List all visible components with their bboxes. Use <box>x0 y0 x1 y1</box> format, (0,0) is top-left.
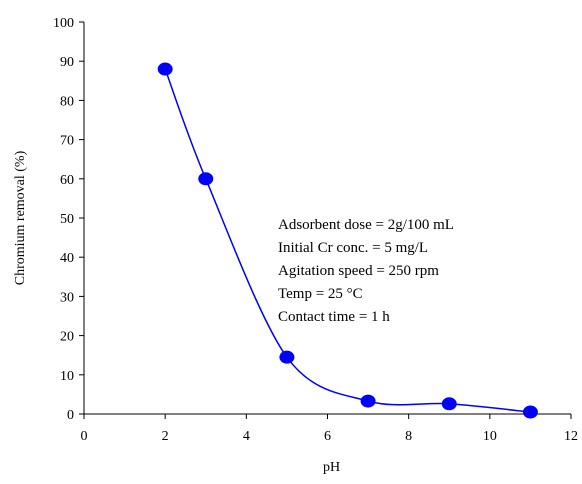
data-point <box>198 172 214 186</box>
y-tick-label: 60 <box>60 173 74 188</box>
x-tick-label: 12 <box>564 429 578 444</box>
annotation-dose: Adsorbent dose = 2g/100 mL <box>278 217 454 233</box>
annotation-agitation: Agitation speed = 250 rpm <box>278 263 439 279</box>
y-axis-ticks: 0 10 20 30 40 50 60 70 80 90 100 <box>53 16 84 423</box>
annotation-temperature: Temp = 25 °C <box>278 286 363 302</box>
data-point <box>441 397 457 411</box>
annotation-box: Adsorbent dose = 2g/100 mL Initial Cr co… <box>278 217 454 325</box>
x-tick-label: 0 <box>81 429 88 444</box>
series-layer <box>157 62 538 419</box>
x-axis-ticks: 0 2 4 6 8 10 12 <box>81 414 578 444</box>
y-tick-label: 50 <box>60 212 74 227</box>
annotation-contact-time: Contact time = 1 h <box>278 309 390 325</box>
data-point <box>360 394 376 408</box>
x-tick-label: 2 <box>162 429 169 444</box>
y-tick-label: 20 <box>60 330 74 345</box>
y-tick-label: 100 <box>53 16 74 31</box>
data-point <box>522 405 538 419</box>
data-point <box>279 350 295 364</box>
y-tick-label: 10 <box>60 369 74 384</box>
x-tick-label: 4 <box>243 429 250 444</box>
x-tick-label: 10 <box>483 429 497 444</box>
x-axis-title: pH <box>323 460 340 475</box>
y-tick-label: 0 <box>67 408 74 423</box>
y-tick-label: 40 <box>60 251 74 266</box>
annotation-concentration: Initial Cr conc. = 5 mg/L <box>278 240 428 256</box>
y-axis-title: Chromium removal (%) <box>13 150 28 285</box>
y-tick-label: 80 <box>60 94 74 109</box>
x-tick-label: 6 <box>324 429 331 444</box>
data-point <box>157 62 173 76</box>
y-tick-label: 70 <box>60 134 74 149</box>
y-tick-label: 90 <box>60 55 74 70</box>
y-tick-label: 30 <box>60 290 74 305</box>
x-tick-label: 8 <box>405 429 412 444</box>
